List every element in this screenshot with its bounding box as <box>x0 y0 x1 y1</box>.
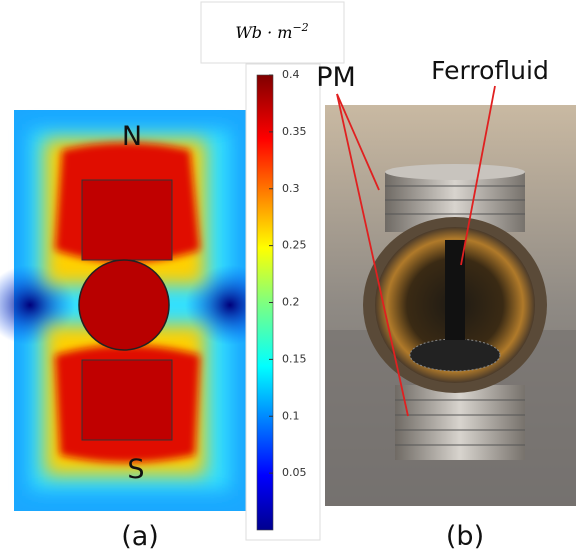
panel-label: (b) <box>446 521 484 552</box>
panel-label: (a) <box>121 521 159 552</box>
south-label: S <box>127 454 144 485</box>
fluid-label: Ferrofluid <box>431 56 549 85</box>
colorbar-tick-label: 0.1 <box>282 409 300 422</box>
figure: N S (a) Wb · m−2 PM Ferrofluid (b) 0.4 0.… <box>0 0 582 554</box>
magnet-label: PM <box>316 62 356 93</box>
unit-exponent: −2 <box>292 21 308 34</box>
colorbar-tick-label: 0.35 <box>282 125 307 138</box>
colorbar-tick-label: 0.2 <box>282 296 300 309</box>
north-label: N <box>122 121 142 152</box>
unit-base: Wb · m <box>235 23 292 42</box>
colorbar-tick-label: 0.3 <box>282 182 300 195</box>
magnet-stack-bottom <box>395 385 525 460</box>
photo <box>325 105 576 506</box>
simulation-image <box>0 110 275 511</box>
colorbar-tick-label: 0.05 <box>282 466 307 479</box>
colorbar-tick-label: 0.25 <box>282 239 307 252</box>
colorbar-tick-label: 0.15 <box>282 352 307 365</box>
colorbar-tick-label: 0.4 <box>282 68 300 81</box>
